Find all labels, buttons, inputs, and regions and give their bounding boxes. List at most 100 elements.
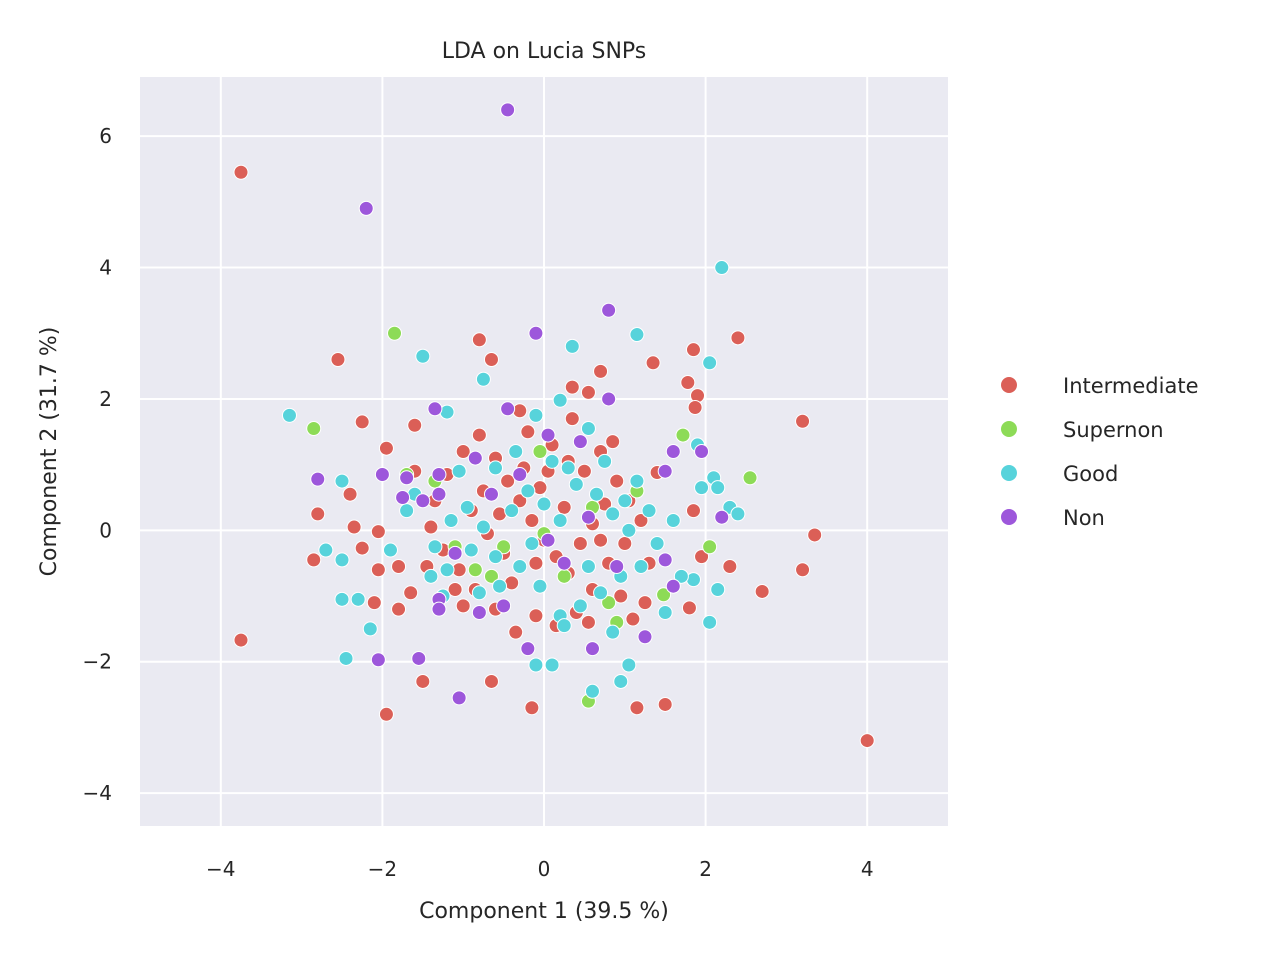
data-point (439, 562, 455, 578)
data-point (391, 558, 407, 574)
legend-marker (1001, 421, 1017, 437)
data-point (500, 102, 516, 118)
data-point (613, 673, 629, 689)
data-point (580, 384, 596, 400)
data-point (443, 512, 459, 528)
data-point (681, 600, 697, 616)
data-point (584, 641, 600, 657)
data-point (399, 470, 415, 486)
data-point (358, 200, 374, 216)
data-point (233, 632, 249, 648)
y-tick-label: 4 (99, 256, 112, 280)
data-point (601, 391, 617, 407)
data-point (730, 506, 746, 522)
data-point (552, 512, 568, 528)
x-tick-label: 0 (538, 857, 551, 881)
data-point (281, 407, 297, 423)
data-point (694, 480, 710, 496)
data-point (378, 706, 394, 722)
data-point (580, 614, 596, 630)
data-point (483, 568, 499, 584)
data-point (605, 624, 621, 640)
data-point (370, 652, 386, 668)
legend-label: Non (1063, 506, 1105, 530)
data-point (572, 535, 588, 551)
data-point (334, 552, 350, 568)
data-point (544, 453, 560, 469)
data-point (641, 503, 657, 519)
data-point (504, 503, 520, 519)
data-point (423, 568, 439, 584)
data-point (580, 558, 596, 574)
series-supernon (306, 325, 758, 709)
chart-title: LDA on Lucia SNPs (442, 39, 647, 64)
data-point (859, 733, 875, 749)
data-point (564, 379, 580, 395)
data-points (233, 102, 875, 749)
data-point (488, 549, 504, 565)
data-point (342, 486, 358, 502)
y-tick-label: −2 (83, 650, 112, 674)
data-point (722, 558, 738, 574)
data-point (645, 355, 661, 371)
data-point (702, 614, 718, 630)
data-point (556, 555, 572, 571)
data-point (621, 657, 637, 673)
data-point (415, 673, 431, 689)
data-point (657, 552, 673, 568)
x-tick-label: −4 (206, 857, 235, 881)
data-point (463, 542, 479, 558)
data-point (496, 598, 512, 614)
data-point (455, 444, 471, 459)
data-point (675, 427, 691, 443)
data-point (475, 371, 491, 387)
data-point (572, 598, 588, 614)
data-point (580, 421, 596, 437)
data-point (512, 493, 528, 509)
data-point (395, 489, 411, 505)
y-tick-label: 6 (99, 124, 112, 148)
data-point (318, 542, 334, 558)
x-tick-labels: −4 −2 0 2 4 (206, 857, 874, 881)
data-point (605, 434, 621, 450)
data-point (665, 578, 681, 594)
data-point (528, 657, 544, 673)
data-point (431, 486, 447, 502)
data-point (520, 483, 536, 499)
data-point (310, 471, 326, 487)
data-point (609, 558, 625, 574)
data-point (714, 509, 730, 525)
data-point (544, 657, 560, 673)
x-axis-label: Component 1 (39.5 %) (419, 899, 669, 924)
series-good (281, 260, 746, 699)
data-point (467, 562, 483, 578)
data-point (427, 401, 443, 417)
data-point (601, 595, 617, 611)
data-point (496, 539, 512, 555)
legend-item: Supernon (1001, 418, 1164, 442)
x-tick-label: 4 (861, 857, 874, 881)
data-point (471, 604, 487, 620)
data-point (657, 463, 673, 479)
data-point (399, 503, 415, 519)
y-tick-label: 0 (99, 518, 112, 542)
data-point (807, 527, 823, 543)
data-point (512, 558, 528, 574)
data-point (532, 578, 548, 594)
legend-label: Intermediate (1063, 374, 1199, 398)
data-point (629, 473, 645, 489)
data-point (330, 352, 346, 368)
data-point (633, 512, 649, 528)
data-point (411, 650, 427, 666)
x-tick-label: −2 (368, 857, 397, 881)
data-point (467, 450, 483, 466)
data-point (471, 585, 487, 601)
data-point (613, 588, 629, 604)
data-point (451, 463, 467, 479)
data-point (629, 327, 645, 343)
data-point (625, 611, 641, 627)
data-point (382, 542, 398, 558)
data-point (431, 466, 447, 482)
data-point (617, 535, 633, 551)
